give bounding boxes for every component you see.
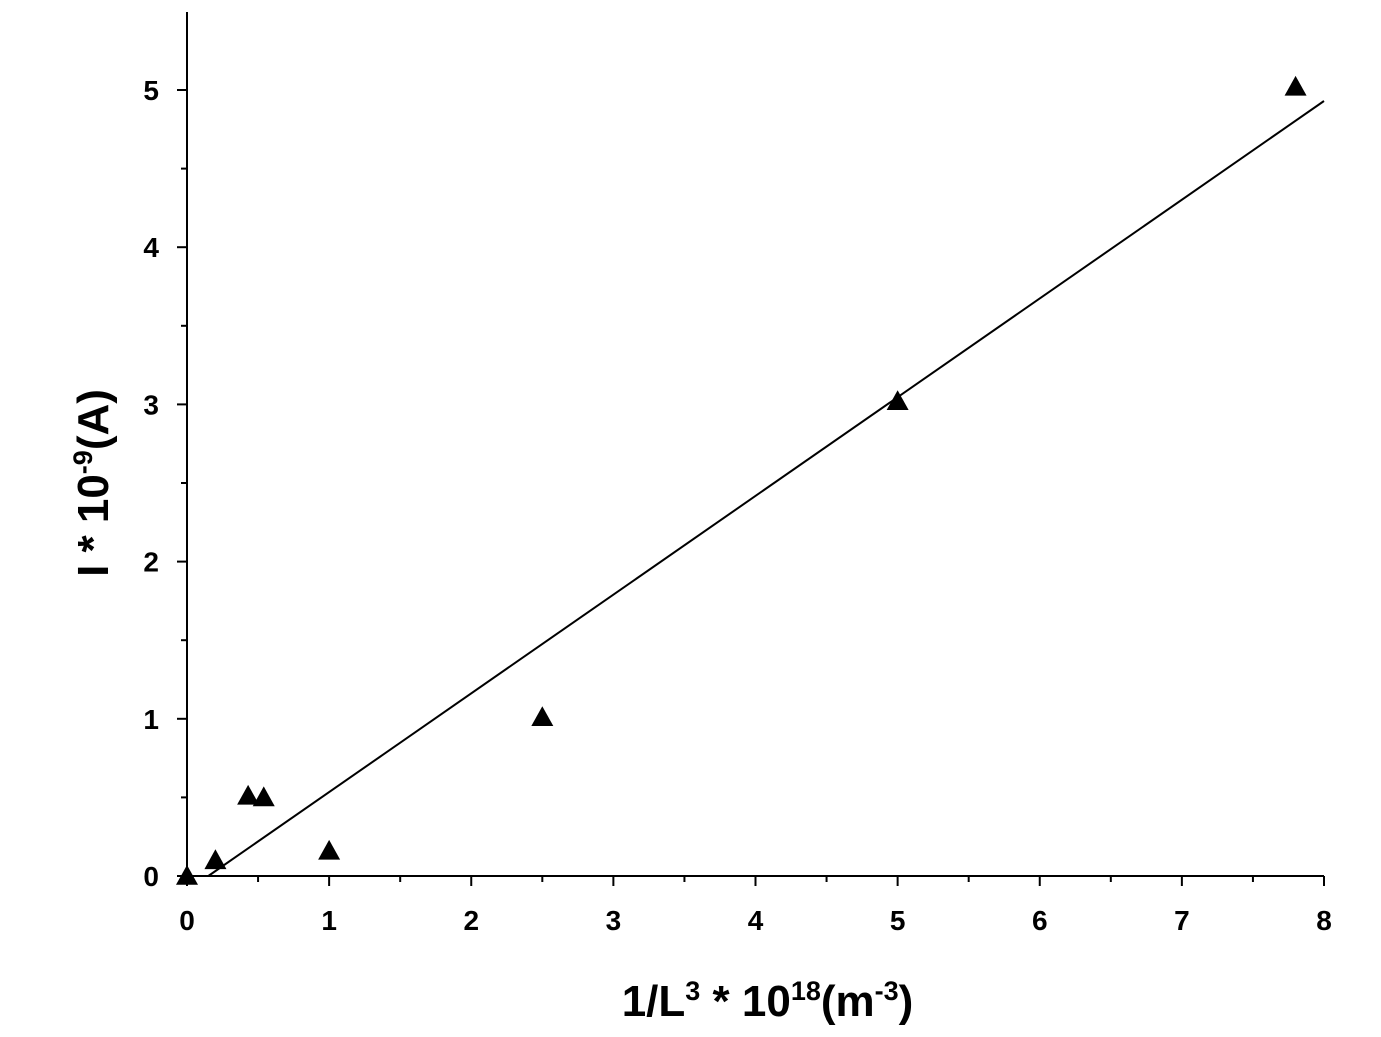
x-tick-label: 3: [606, 905, 622, 936]
x-tick-label: 4: [748, 905, 764, 936]
axes: [186, 12, 1324, 877]
y-tick-label: 0: [143, 861, 159, 892]
data-point: [1284, 75, 1307, 96]
tick-marks: [177, 89, 1325, 886]
fit-line: [207, 100, 1325, 877]
y-tick-label: 3: [143, 389, 159, 420]
tick-labels: 0 1 2 3 4 5 6 7 8 0 1 2 3 4 5: [143, 75, 1331, 936]
x-tick-label: 8: [1316, 905, 1332, 936]
data-point: [531, 706, 554, 727]
x-tick-label: 7: [1174, 905, 1190, 936]
x-tick-label: 5: [890, 905, 906, 936]
x-tick-label: 2: [463, 905, 479, 936]
axis-titles: 1/L3 * 1018(m-3) I * 10-9(A): [68, 389, 914, 1026]
y-tick-label: 2: [143, 547, 159, 578]
x-tick-label: 0: [179, 905, 195, 936]
data-point: [252, 786, 275, 807]
y-tick-label: 5: [143, 75, 159, 106]
data-points: [176, 75, 1307, 885]
x-tick-label: 6: [1032, 905, 1048, 936]
y-axis-title: I * 10-9(A): [68, 389, 118, 577]
y-tick-label: 4: [143, 232, 159, 263]
data-point: [318, 839, 341, 860]
data-point: [204, 849, 227, 870]
data-point: [886, 390, 909, 411]
data-point: [237, 784, 260, 805]
fit-line-group: [207, 100, 1325, 877]
x-axis-title: 1/L3 * 1018(m-3): [622, 976, 914, 1026]
data-point: [176, 865, 198, 885]
y-tick-label: 1: [143, 704, 159, 735]
x-tick-label: 1: [321, 905, 337, 936]
